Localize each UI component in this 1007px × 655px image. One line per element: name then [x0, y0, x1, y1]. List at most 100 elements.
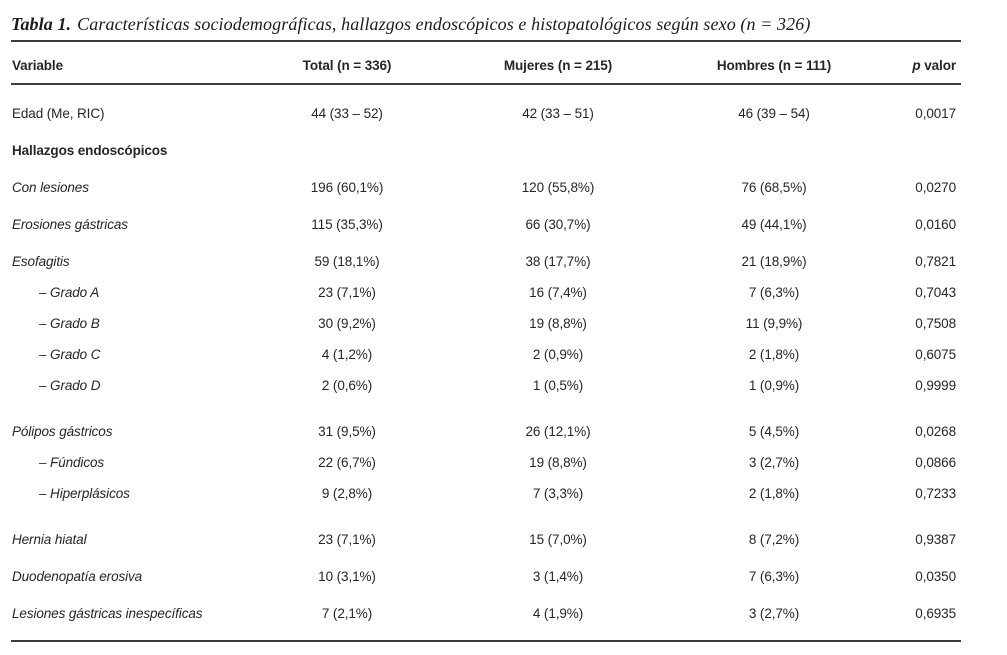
table-row: – Grado A 23 (7,1%) 16 (7,4%) 7 (6,3%) 0,704…	[11, 283, 961, 303]
table-row: Esofagitis 59 (18,1%) 38 (17,7%) 21 (18,9%)…	[11, 252, 961, 272]
cell-hombres: 5 (4,5%)	[748, 424, 800, 439]
cell-mujeres: 26 (12,1%)	[525, 424, 591, 439]
row-label: Esofagitis	[12, 254, 70, 269]
table-row: Duodenopatía erosiva 10 (3,1%) 3 (1,4%) 7 (…	[11, 567, 961, 587]
table-row: – Grado C 4 (1,2%) 2 (0,9%) 2 (1,8%) 0,6075	[11, 345, 961, 365]
table-row: Lesiones gástricas inespecíficas 7 (2,1%)…	[11, 604, 961, 624]
table: Variable Total (n = 336) Mujeres (n = 21…	[11, 42, 961, 624]
header-rule	[11, 83, 961, 85]
table-title-text: Características sociodemográficas, halla…	[77, 14, 811, 34]
row-label: Duodenopatía erosiva	[12, 569, 143, 584]
cell-hombres: 76 (68,5%)	[741, 180, 807, 195]
cell-mujeres: 15 (7,0%)	[529, 532, 587, 547]
header-hombres: Hombres (n = 111)	[716, 58, 832, 73]
table-row: Hallazgos endoscópicos	[11, 141, 961, 161]
cell-pvalue: 0,7508	[915, 316, 956, 331]
row-label: – Grado D	[39, 378, 101, 393]
header-pvalue-rest: valor	[920, 58, 956, 73]
cell-hombres: 21 (18,9%)	[741, 254, 807, 269]
header-total: Total (n = 336)	[302, 58, 392, 73]
row-label: Pólipos gástricos	[12, 424, 113, 439]
top-rule	[11, 40, 961, 42]
table-row: Con lesiones 196 (60,1%) 120 (55,8%) 76 (68…	[11, 178, 961, 198]
cell-hombres: 7 (6,3%)	[748, 569, 800, 584]
cell-mujeres: 120 (55,8%)	[521, 180, 595, 195]
cell-pvalue: 0,9999	[915, 378, 956, 393]
cell-pvalue: 0,0866	[915, 455, 956, 470]
row-label: Hernia hiatal	[12, 532, 87, 547]
cell-hombres: 3 (2,7%)	[748, 455, 800, 470]
row-label: – Grado C	[39, 347, 101, 362]
cell-total: 115 (35,3%)	[311, 217, 383, 232]
cell-total: 23 (7,1%)	[318, 532, 376, 547]
cell-pvalue: 0,6075	[915, 347, 956, 362]
cell-total: 44 (33 – 52)	[311, 106, 383, 121]
cell-pvalue: 0,9387	[915, 532, 956, 547]
table-row: Edad (Me, RIC) 44 (33 – 52) 42 (33 – 51) 46…	[11, 104, 961, 124]
table-body: Edad (Me, RIC) 44 (33 – 52) 42 (33 – 51) 46…	[11, 85, 961, 624]
cell-hombres	[663, 141, 885, 161]
cell-pvalue: 0,0350	[915, 569, 956, 584]
header-pvalue: p valor	[885, 58, 961, 73]
cell-total: 59 (18,1%)	[314, 254, 380, 269]
cell-total: 9 (2,8%)	[321, 486, 373, 501]
table-row: Hernia hiatal 23 (7,1%) 15 (7,0%) 8 (7,2%) 0…	[11, 530, 961, 550]
cell-pvalue: 0,0160	[915, 217, 956, 232]
table-row: – Hiperplásicos 9 (2,8%) 7 (3,3%) 2 (1,8%) 0…	[11, 484, 961, 504]
table-row: – Grado B 30 (9,2%) 19 (8,8%) 11 (9,9%) 0,75…	[11, 314, 961, 334]
header-variable: Variable	[12, 58, 63, 73]
cell-mujeres: 3 (1,4%)	[532, 569, 584, 584]
table-row: Pólipos gástricos 31 (9,5%) 26 (12,1%) 5 (4…	[11, 422, 961, 442]
cell-mujeres: 2 (0,9%)	[532, 347, 584, 362]
table-row: – Fúndicos 22 (6,7%) 19 (8,8%) 3 (2,7%) 0,08…	[11, 453, 961, 473]
cell-total: 30 (9,2%)	[318, 316, 376, 331]
cell-pvalue: 0,7233	[915, 486, 956, 501]
cell-pvalue: 0,0017	[915, 106, 956, 121]
cell-hombres: 2 (1,8%)	[748, 486, 800, 501]
cell-mujeres: 7 (3,3%)	[532, 486, 584, 501]
row-label: Erosiones gástricas	[12, 217, 128, 232]
cell-hombres: 2 (1,8%)	[748, 347, 800, 362]
row-label: Hallazgos endoscópicos	[12, 143, 168, 158]
cell-mujeres: 16 (7,4%)	[529, 285, 587, 300]
cell-pvalue	[885, 141, 961, 161]
cell-total: 31 (9,5%)	[318, 424, 376, 439]
cell-mujeres: 19 (8,8%)	[529, 316, 587, 331]
cell-total: 196 (60,1%)	[310, 180, 384, 195]
cell-hombres: 11 (9,9%)	[745, 316, 803, 331]
cell-mujeres	[453, 141, 663, 161]
cell-pvalue: 0,7043	[915, 285, 956, 300]
table-title-label: Tabla 1.	[11, 14, 72, 34]
cell-pvalue: 0,0270	[915, 180, 956, 195]
row-label: – Fúndicos	[39, 455, 105, 470]
paper-table-page: Tabla 1. Características sociodemográfica…	[0, 13, 1007, 655]
cell-pvalue: 0,6935	[915, 606, 956, 621]
cell-mujeres: 4 (1,9%)	[532, 606, 584, 621]
row-label: Con lesiones	[12, 180, 89, 195]
cell-hombres: 1 (0,9%)	[748, 378, 800, 393]
cell-mujeres: 19 (8,8%)	[529, 455, 587, 470]
table-row: – Grado D 2 (0,6%) 1 (0,5%) 1 (0,9%) 0,9999	[11, 376, 961, 396]
cell-total: 7 (2,1%)	[321, 606, 373, 621]
cell-total: 10 (3,1%)	[318, 569, 376, 584]
header-pvalue-p: p	[912, 58, 921, 73]
table-title: Tabla 1. Características sociodemográfica…	[11, 13, 1007, 35]
row-label: Edad (Me, RIC)	[12, 106, 105, 121]
cell-total: 22 (6,7%)	[318, 455, 376, 470]
bottom-rule	[11, 640, 961, 642]
cell-pvalue: 0,7821	[915, 254, 956, 269]
table-header-row: Variable Total (n = 336) Mujeres (n = 21…	[11, 42, 961, 83]
cell-hombres: 3 (2,7%)	[748, 606, 800, 621]
cell-hombres: 8 (7,2%)	[748, 532, 800, 547]
table-row: Erosiones gástricas 115 (35,3%) 66 (30,7%)…	[11, 215, 961, 235]
cell-total	[241, 141, 453, 161]
cell-mujeres: 66 (30,7%)	[525, 217, 591, 232]
cell-total: 2 (0,6%)	[321, 378, 373, 393]
cell-hombres: 7 (6,3%)	[748, 285, 800, 300]
cell-mujeres: 1 (0,5%)	[532, 378, 584, 393]
header-mujeres: Mujeres (n = 215)	[503, 58, 613, 73]
row-label: – Grado A	[39, 285, 100, 300]
cell-total: 23 (7,1%)	[318, 285, 376, 300]
row-label: – Hiperplásicos	[39, 486, 130, 501]
row-label: Lesiones gástricas inespecíficas	[12, 606, 203, 621]
